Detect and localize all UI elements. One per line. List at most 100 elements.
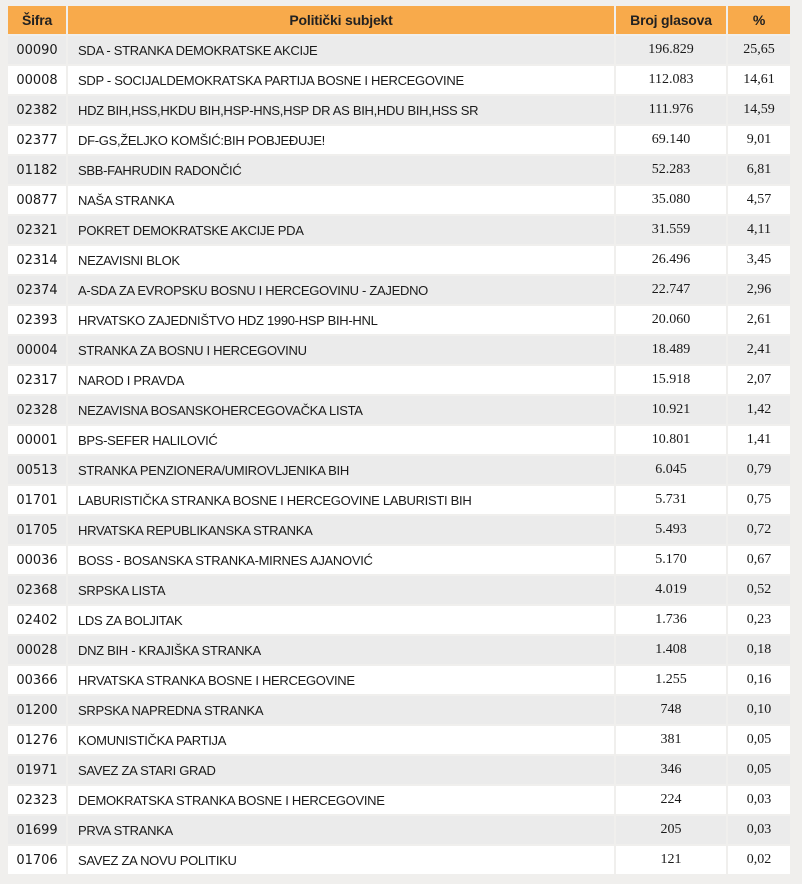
cell-party-name: SBB-FAHRUDIN RADONČIĆ xyxy=(68,156,614,184)
table-row: 02314 NEZAVISNI BLOK 26.496 3,45 xyxy=(8,246,790,274)
table-row: 01706 SAVEZ ZA NOVU POLITIKU 121 0,02 xyxy=(8,846,790,874)
cell-party-name: SAVEZ ZA NOVU POLITIKU xyxy=(68,846,614,874)
cell-votes: 6.045 xyxy=(616,456,726,484)
cell-party-name: PRVA STRANKA xyxy=(68,816,614,844)
cell-party-name: HRVATSKO ZAJEDNIŠTVO HDZ 1990-HSP BIH-HN… xyxy=(68,306,614,334)
cell-party-name: HDZ BIH,HSS,HKDU BIH,HSP-HNS,HSP DR AS B… xyxy=(68,96,614,124)
cell-votes: 4.019 xyxy=(616,576,726,604)
cell-votes: 1.255 xyxy=(616,666,726,694)
cell-votes: 52.283 xyxy=(616,156,726,184)
col-header-percent: % xyxy=(728,6,790,34)
table-row: 01699 PRVA STRANKA 205 0,03 xyxy=(8,816,790,844)
cell-party-name: DNZ BIH - KRAJIŠKA STRANKA xyxy=(68,636,614,664)
cell-votes: 748 xyxy=(616,696,726,724)
cell-party-name: HRVATSKA REPUBLIKANSKA STRANKA xyxy=(68,516,614,544)
cell-percent: 0,67 xyxy=(728,546,790,574)
cell-votes: 5.493 xyxy=(616,516,726,544)
cell-code: 01200 xyxy=(8,696,66,724)
cell-code: 02382 xyxy=(8,96,66,124)
cell-votes: 15.918 xyxy=(616,366,726,394)
cell-percent: 0,03 xyxy=(728,786,790,814)
table-row: 00036 BOSS - BOSANSKA STRANKA-MIRNES AJAN… xyxy=(8,546,790,574)
cell-code: 02321 xyxy=(8,216,66,244)
cell-votes: 346 xyxy=(616,756,726,784)
cell-code: 00036 xyxy=(8,546,66,574)
cell-code: 00090 xyxy=(8,36,66,64)
cell-percent: 9,01 xyxy=(728,126,790,154)
cell-code: 00004 xyxy=(8,336,66,364)
cell-party-name: LABURISTIČKA STRANKA BOSNE I HERCEGOVINE… xyxy=(68,486,614,514)
cell-party-name: SDA - STRANKA DEMOKRATSKE AKCIJE xyxy=(68,36,614,64)
cell-votes: 20.060 xyxy=(616,306,726,334)
cell-percent: 0,02 xyxy=(728,846,790,874)
cell-percent: 0,79 xyxy=(728,456,790,484)
cell-code: 02393 xyxy=(8,306,66,334)
table-row: 00028 DNZ BIH - KRAJIŠKA STRANKA 1.408 0,18 xyxy=(8,636,790,664)
cell-party-name: NEZAVISNI BLOK xyxy=(68,246,614,274)
cell-code: 01705 xyxy=(8,516,66,544)
cell-percent: 0,72 xyxy=(728,516,790,544)
cell-votes: 18.489 xyxy=(616,336,726,364)
cell-percent: 2,41 xyxy=(728,336,790,364)
cell-code: 01971 xyxy=(8,756,66,784)
cell-percent: 2,96 xyxy=(728,276,790,304)
table-row: 01701 LABURISTIČKA STRANKA BOSNE I HERCEG… xyxy=(8,486,790,514)
table-row: 02393 HRVATSKO ZAJEDNIŠTVO HDZ 1990-HSP B… xyxy=(8,306,790,334)
table-row: 02368 SRPSKA LISTA 4.019 0,52 xyxy=(8,576,790,604)
cell-votes: 381 xyxy=(616,726,726,754)
cell-code: 00008 xyxy=(8,66,66,94)
table-row: 00004 STRANKA ZA BOSNU I HERCEGOVINU 18.48… xyxy=(8,336,790,364)
table-row: 00090 SDA - STRANKA DEMOKRATSKE AKCIJE 196… xyxy=(8,36,790,64)
cell-party-name: SDP - SOCIJALDEMOKRATSKA PARTIJA BOSNE I… xyxy=(68,66,614,94)
cell-party-name: STRANKA ZA BOSNU I HERCEGOVINU xyxy=(68,336,614,364)
table-row: 01182 SBB-FAHRUDIN RADONČIĆ 52.283 6,81 xyxy=(8,156,790,184)
cell-votes: 5.170 xyxy=(616,546,726,574)
cell-votes: 224 xyxy=(616,786,726,814)
cell-percent: 2,61 xyxy=(728,306,790,334)
cell-party-name: NAŠA STRANKA xyxy=(68,186,614,214)
table-row: 00008 SDP - SOCIJALDEMOKRATSKA PARTIJA BO… xyxy=(8,66,790,94)
cell-percent: 0,05 xyxy=(728,756,790,784)
cell-code: 02317 xyxy=(8,366,66,394)
table-row: 02323 DEMOKRATSKA STRANKA BOSNE I HERCEGO… xyxy=(8,786,790,814)
cell-code: 00877 xyxy=(8,186,66,214)
cell-votes: 1.736 xyxy=(616,606,726,634)
cell-percent: 0,75 xyxy=(728,486,790,514)
table-row: 01200 SRPSKA NAPREDNA STRANKA 748 0,10 xyxy=(8,696,790,724)
table-row: 01705 HRVATSKA REPUBLIKANSKA STRANKA 5.493… xyxy=(8,516,790,544)
cell-code: 02377 xyxy=(8,126,66,154)
cell-votes: 111.976 xyxy=(616,96,726,124)
cell-percent: 0,05 xyxy=(728,726,790,754)
table-row: 02374 A-SDA ZA EVROPSKU BOSNU I HERCEGOVI… xyxy=(8,276,790,304)
cell-percent: 14,61 xyxy=(728,66,790,94)
cell-percent: 4,57 xyxy=(728,186,790,214)
cell-code: 02402 xyxy=(8,606,66,634)
cell-party-name: BOSS - BOSANSKA STRANKA-MIRNES AJANOVIĆ xyxy=(68,546,614,574)
cell-party-name: SRPSKA LISTA xyxy=(68,576,614,604)
table-row: 00877 NAŠA STRANKA 35.080 4,57 xyxy=(8,186,790,214)
results-table: Šifra Politički subjekt Broj glasova % 0… xyxy=(6,4,792,876)
cell-percent: 1,41 xyxy=(728,426,790,454)
cell-code: 00513 xyxy=(8,456,66,484)
cell-percent: 0,23 xyxy=(728,606,790,634)
header-row: Šifra Politički subjekt Broj glasova % xyxy=(8,6,790,34)
cell-percent: 2,07 xyxy=(728,366,790,394)
col-header-politicki-subjekt: Politički subjekt xyxy=(68,6,614,34)
cell-code: 00366 xyxy=(8,666,66,694)
cell-code: 01182 xyxy=(8,156,66,184)
cell-percent: 4,11 xyxy=(728,216,790,244)
cell-percent: 3,45 xyxy=(728,246,790,274)
cell-party-name: SRPSKA NAPREDNA STRANKA xyxy=(68,696,614,724)
cell-percent: 1,42 xyxy=(728,396,790,424)
cell-party-name: DF-GS,ŽELJKO KOMŠIĆ:BIH POBJEĐUJE! xyxy=(68,126,614,154)
table-row: 00001 BPS-SEFER HALILOVIĆ 10.801 1,41 xyxy=(8,426,790,454)
cell-percent: 14,59 xyxy=(728,96,790,124)
cell-percent: 0,10 xyxy=(728,696,790,724)
cell-votes: 121 xyxy=(616,846,726,874)
cell-party-name: LDS ZA BOLJITAK xyxy=(68,606,614,634)
cell-code: 02314 xyxy=(8,246,66,274)
table-header: Šifra Politički subjekt Broj glasova % xyxy=(8,6,790,34)
cell-code: 00001 xyxy=(8,426,66,454)
cell-votes: 5.731 xyxy=(616,486,726,514)
cell-party-name: DEMOKRATSKA STRANKA BOSNE I HERCEGOVINE xyxy=(68,786,614,814)
